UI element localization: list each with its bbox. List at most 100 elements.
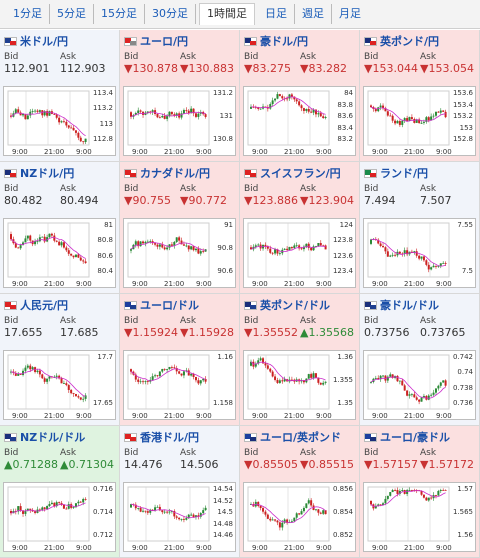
rate-panel[interactable]: ユーロ/豪ドル Bid Ask ▼1.57157 ▼1.57172 1.57 1.565 1.… (360, 426, 480, 558)
ask-label: Ask (420, 316, 437, 326)
currency-pair-label[interactable]: NZドル/円 (20, 167, 75, 180)
panel-title[interactable]: カナダドル/円 (124, 166, 210, 180)
currency-pair-label[interactable]: 豪ドル/円 (260, 35, 309, 48)
panel-title[interactable]: NZドル/円 (4, 166, 74, 180)
candle-body (182, 110, 185, 114)
rate-panel[interactable]: 英ポンド/円 Bid Ask ▼153.044 ▼153.054 153.6 153.4 15… (360, 30, 480, 162)
candle-body (384, 108, 387, 112)
mini-candlestick-chart[interactable]: 7.55 7.5 9:00 21:00 9:00 (363, 218, 476, 288)
panel-title[interactable]: ユーロ/豪ドル (364, 430, 450, 444)
mini-candlestick-chart[interactable]: 153.6 153.4 153.2 153 152.8 9:00 21:00 9:00 (363, 86, 476, 156)
currency-pair-label[interactable]: カナダドル/円 (140, 167, 211, 180)
chart-x-tick: 9:00 (196, 544, 212, 552)
mini-candlestick-chart[interactable]: 17.7 17.65 9:00 21:00 9:00 (3, 350, 116, 420)
currency-pair-label[interactable]: 米ドル/円 (20, 35, 69, 48)
rate-panel[interactable]: ユーロ/円 Bid Ask ▼130.878 ▼130.883 131.2 131 130.8… (120, 30, 240, 162)
currency-pair-label[interactable]: 豪ドル/ドル (380, 299, 440, 312)
currency-flag-icon (124, 168, 137, 178)
panel-title[interactable]: 人民元/円 (4, 298, 68, 312)
candle-body (22, 242, 25, 246)
mini-candlestick-chart[interactable]: 84 83.8 83.6 83.4 83.2 9:00 21:00 9:00 (243, 86, 356, 156)
rate-panel[interactable]: ユーロ/ドル Bid Ask ▼1.15924 ▼1.15928 1.16 1.158 9:0… (120, 294, 240, 426)
mini-candlestick-chart[interactable]: 124 123.8 123.6 123.4 9:00 21:00 9:00 (243, 218, 356, 288)
panel-title[interactable]: 英ポンド/ドル (244, 298, 330, 312)
currency-pair-label[interactable]: 香港ドル/円 (140, 431, 200, 444)
currency-pair-label[interactable]: ユーロ/ドル (140, 299, 200, 312)
bid-price: ▼130.878 (124, 62, 178, 75)
timeframe-tab-5[interactable]: 日足 (258, 4, 295, 24)
panel-title[interactable]: ランド/円 (364, 166, 428, 180)
rate-panel[interactable]: ユーロ/英ポンド Bid Ask ▼0.85505 ▼0.85515 0.856 0.854… (240, 426, 360, 558)
currency-pair-label[interactable]: スイスフラン/円 (260, 167, 341, 180)
rate-panel[interactable]: 人民元/円 Bid Ask 17.655 17.685 17.7 17.65 9:00 21:0… (0, 294, 120, 426)
currency-flag-icon (364, 300, 377, 310)
chart-y-tick: 0.852 (332, 531, 353, 539)
timeframe-tab-0[interactable]: 1分足 (6, 4, 50, 24)
rate-panel[interactable]: 豪ドル/円 Bid Ask ▼83.275 ▼83.282 84 83.8 83.6 83.4 8… (240, 30, 360, 162)
timeframe-tab-7[interactable]: 月足 (339, 7, 361, 20)
rate-panel[interactable]: 香港ドル/円 Bid Ask 14.476 14.506 14.54 14.52 14.5 14… (120, 426, 240, 558)
chart-y-tick: 131 (219, 112, 233, 120)
candle-body (24, 367, 27, 371)
panel-title[interactable]: 豪ドル/ドル (364, 298, 439, 312)
panel-title[interactable]: NZドル/ドル (4, 430, 85, 444)
rate-panel[interactable]: 米ドル/円 Bid Ask 112.901 112.903 113.4 113.2 113 11… (0, 30, 120, 162)
chart-y-tick: 83.8 (337, 100, 353, 109)
candle-body (250, 361, 252, 366)
candle-body (199, 251, 202, 254)
mini-candlestick-chart[interactable]: 113.4 113.2 113 112.8 9:00 21:00 9:00 (3, 86, 116, 156)
panel-title[interactable]: 香港ドル/円 (124, 430, 199, 444)
mini-candlestick-chart[interactable]: 91 90.8 90.6 9:00 21:00 9:00 (123, 218, 236, 288)
mini-candlestick-chart[interactable]: 1.57 1.565 1.56 9:00 21:00 9:00 (363, 482, 476, 552)
moving-average-line (370, 376, 446, 399)
timeframe-tab-2[interactable]: 15分足 (94, 4, 145, 24)
panel-title[interactable]: 豪ドル/円 (244, 34, 308, 48)
chart-y-tick: 90.6 (217, 267, 233, 275)
mini-candlestick-chart[interactable]: 0.716 0.714 0.712 9:00 21:00 9:00 (3, 482, 116, 552)
currency-pair-label[interactable]: ユーロ/豪ドル (380, 431, 451, 444)
mini-candlestick-chart[interactable]: 81 80.8 80.6 80.4 9:00 21:00 9:00 (3, 218, 116, 288)
panel-title[interactable]: 英ポンド/円 (364, 34, 439, 48)
panel-title[interactable]: ユーロ/英ポンド (244, 430, 341, 444)
candle-body (377, 378, 380, 380)
rate-panel[interactable]: NZドル/ドル Bid Ask ▲0.71288 ▲0.71304 0.716 0.714 0… (0, 426, 120, 558)
currency-pair-label[interactable]: 英ポンド/円 (380, 35, 440, 48)
chart-x-tick: 9:00 (196, 280, 212, 288)
candle-body (274, 519, 277, 521)
rate-panel[interactable]: カナダドル/円 Bid Ask ▼90.755 ▼90.772 91 90.8 90.6 9:0… (120, 162, 240, 294)
candle-body (283, 519, 286, 523)
rate-panel[interactable]: 豪ドル/ドル Bid Ask 0.73756 0.73765 0.742 0.74 0.738… (360, 294, 480, 426)
currency-pair-label[interactable]: NZドル/ドル (20, 431, 86, 444)
candle-body (146, 511, 149, 513)
rate-panel[interactable]: スイスフラン/円 Bid Ask ▼123.886 ▼123.904 124 123.8 12… (240, 162, 360, 294)
rate-panel[interactable]: NZドル/円 Bid Ask 80.482 80.494 81 80.8 80.6 80.4 9:… (0, 162, 120, 294)
currency-pair-label[interactable]: 人民元/円 (20, 299, 69, 312)
rate-panel[interactable]: ランド/円 Bid Ask 7.494 7.507 7.55 7.5 9:00 21:00 9:0… (360, 162, 480, 294)
bid-label: Bid (4, 52, 19, 62)
candle-body (46, 378, 49, 382)
rate-panel[interactable]: 英ポンド/ドル Bid Ask ▼1.35552 ▲1.35568 1.36 1.355 1.… (240, 294, 360, 426)
timeframe-tab-6[interactable]: 週足 (295, 4, 332, 24)
mini-candlestick-chart[interactable]: 0.742 0.74 0.738 0.736 9:00 21:00 9:00 (363, 350, 476, 420)
chart-y-tick: 14.54 (212, 485, 233, 493)
currency-pair-label[interactable]: 英ポンド/ドル (260, 299, 331, 312)
timeframe-tab-3[interactable]: 30分足 (145, 4, 196, 24)
timeframe-tab-4[interactable]: 1時間足 (199, 3, 255, 25)
mini-candlestick-chart[interactable]: 0.856 0.854 0.852 9:00 21:00 9:00 (243, 482, 356, 552)
panel-title[interactable]: ユーロ/ドル (124, 298, 199, 312)
mini-candlestick-chart[interactable]: 131.2 131 130.8 9:00 21:00 9:00 (123, 86, 236, 156)
mini-candlestick-chart[interactable]: 14.54 14.52 14.5 14.48 14.46 9:00 21:00 9:00 (123, 482, 236, 552)
panel-title[interactable]: ユーロ/円 (124, 34, 188, 48)
mini-candlestick-chart[interactable]: 1.16 1.158 9:00 21:00 9:00 (123, 350, 236, 420)
currency-pair-label[interactable]: ユーロ/円 (140, 35, 189, 48)
panel-title[interactable]: スイスフラン/円 (244, 166, 341, 180)
candle-body (310, 247, 313, 251)
candle-body (386, 111, 389, 116)
panel-title[interactable]: 米ドル/円 (4, 34, 68, 48)
currency-pair-label[interactable]: ランド/円 (380, 167, 429, 180)
mini-candlestick-chart[interactable]: 1.36 1.355 1.35 9:00 21:00 9:00 (243, 350, 356, 420)
timeframe-tab-1[interactable]: 5分足 (50, 4, 94, 24)
currency-pair-label[interactable]: ユーロ/英ポンド (260, 431, 342, 444)
chart-y-tick: 1.35 (337, 399, 353, 407)
candle-body (283, 379, 286, 382)
